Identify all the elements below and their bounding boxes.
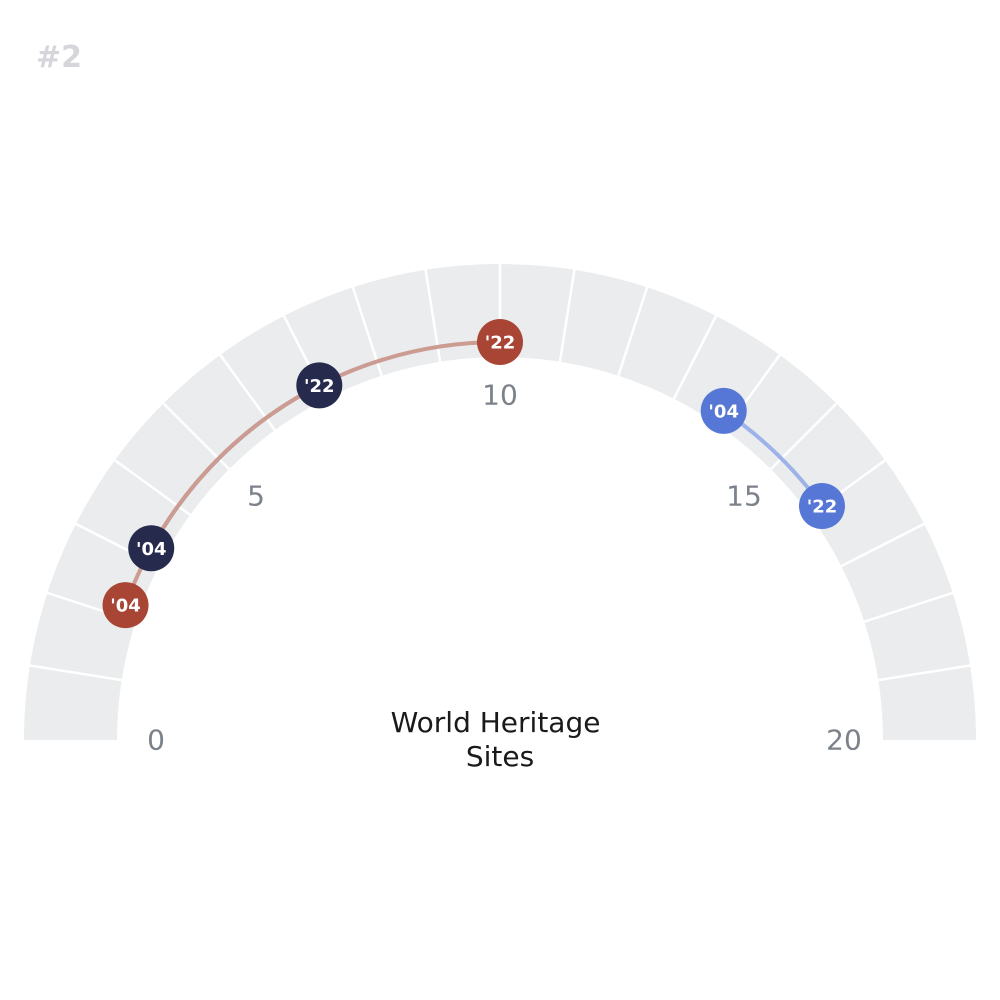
marker-label: '22: [304, 376, 335, 397]
page-number: #2: [36, 40, 83, 75]
tick-label: 15: [726, 480, 762, 513]
marker-label: '22: [485, 333, 516, 354]
marker-label: '04: [110, 596, 141, 617]
tick-labels: 0 5 10 15 20: [147, 379, 862, 757]
data-point-marker: '22: [477, 319, 523, 365]
gauge-track: [24, 264, 976, 740]
markers: '04 '22 '04 '22 '04 '22: [102, 319, 845, 629]
tick-label: 10: [482, 379, 518, 412]
marker-circle: [128, 525, 175, 572]
data-point-marker: '22: [798, 483, 845, 530]
marker-circle: [700, 387, 747, 434]
tick-label: 5: [247, 480, 265, 513]
segment-divider: [878, 664, 971, 682]
chart-title: World Heritage Sites: [391, 706, 610, 773]
segment-divider: [617, 286, 649, 377]
marker-circle: [102, 582, 149, 629]
marker-label: '22: [807, 497, 838, 518]
data-point-marker: '04: [102, 582, 149, 629]
chart-title-line-2: Sites: [466, 740, 534, 773]
chart-title-line-1: World Heritage: [391, 706, 601, 739]
tick-label: 20: [826, 724, 862, 757]
segment-divider: [863, 591, 954, 623]
data-point-marker: '22: [296, 362, 343, 409]
data-point-marker: '04: [700, 387, 747, 434]
marker-label: '04: [708, 401, 739, 422]
marker-circle: [477, 319, 523, 365]
gauge-band: [24, 264, 976, 740]
marker-circle: [798, 483, 845, 530]
segment-divider: [672, 315, 718, 400]
data-point-marker: '04: [128, 525, 175, 572]
segment-divider: [29, 664, 122, 682]
marker-label: '04: [136, 539, 167, 560]
segment-divider: [840, 522, 925, 568]
tick-label: 0: [147, 724, 165, 757]
segment-divider: [558, 269, 576, 362]
marker-circle: [296, 362, 343, 409]
